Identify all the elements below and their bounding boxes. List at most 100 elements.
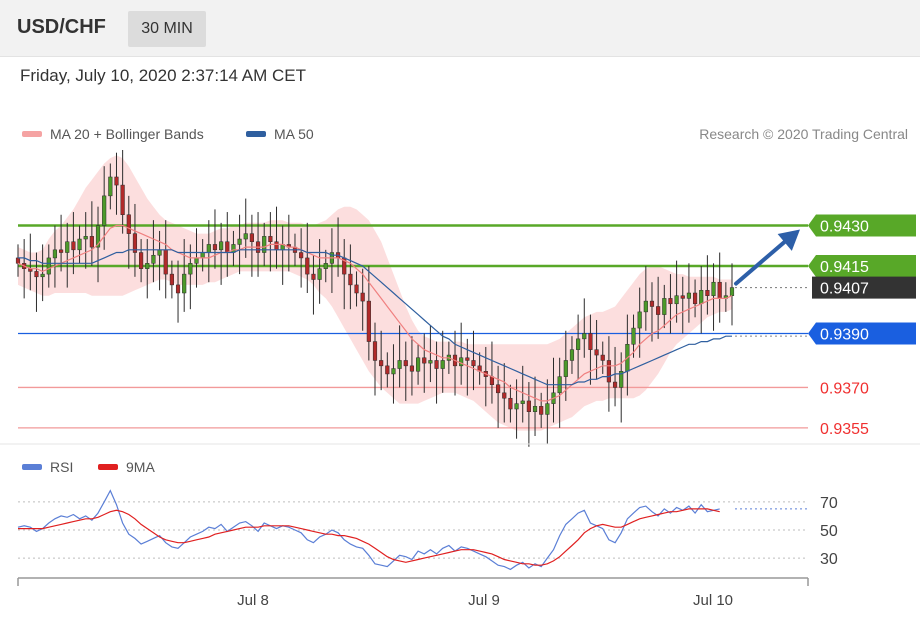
candle (120, 150, 125, 234)
support-label-0-9355: 0.9355 (820, 421, 869, 438)
candle (545, 379, 550, 445)
candle (619, 352, 624, 423)
candle-body (600, 354, 605, 361)
candle-body (582, 333, 587, 340)
candle-body (686, 292, 691, 299)
chart-datetime: Friday, July 10, 2020 2:37:14 AM CET (20, 66, 306, 85)
candle-body (594, 349, 599, 356)
candle-body (459, 357, 464, 367)
candle (22, 239, 27, 299)
candle-body (114, 176, 119, 186)
candle (305, 222, 310, 293)
candle-body (83, 236, 88, 240)
candle-body (668, 298, 673, 305)
candle-body (237, 238, 242, 245)
timeframe-button[interactable]: 30 MIN (128, 11, 206, 47)
candle (262, 222, 267, 267)
ma9-swatch (98, 464, 118, 470)
price-tag-text: 0.9407 (820, 281, 869, 298)
candle (139, 239, 144, 283)
candle (649, 282, 655, 342)
candle-body (514, 403, 519, 410)
candle (668, 274, 673, 334)
candle (108, 163, 113, 210)
candle (422, 333, 427, 393)
candle-body (588, 333, 593, 350)
candle (249, 214, 254, 277)
legend-9ma: 9MA (98, 459, 155, 475)
candle (600, 341, 605, 374)
candle (237, 214, 242, 275)
candle (299, 228, 304, 288)
candle-body (145, 263, 150, 269)
candle (89, 201, 94, 267)
candle-body (108, 176, 113, 197)
x-tick-label: Jul 10 (693, 592, 733, 609)
candle (514, 379, 519, 439)
candle-body (471, 360, 476, 367)
candle (502, 363, 507, 423)
candle-body (385, 365, 390, 375)
candle (219, 222, 224, 285)
candle-body (212, 244, 218, 251)
candle (606, 336, 611, 412)
candle-body (348, 273, 353, 286)
candle-body (59, 249, 64, 253)
candle-body (311, 273, 316, 280)
candle (563, 330, 568, 401)
candle-body (576, 338, 581, 350)
candle-body (249, 233, 254, 242)
candle (65, 222, 70, 288)
forecast-arrow-head (777, 229, 800, 251)
forecast-arrow-shaft (734, 233, 794, 286)
candle-body (323, 263, 328, 269)
candle-body (717, 281, 722, 299)
rsi-swatch (22, 464, 42, 470)
candle-body (612, 381, 618, 388)
candle-body (354, 284, 359, 294)
candle-body (391, 368, 396, 375)
rsi-tick-label: 50 (820, 523, 838, 540)
candle-body (169, 273, 174, 286)
candle-body (705, 290, 710, 296)
candle-body (643, 300, 648, 313)
x-tick-label: Jul 8 (237, 592, 269, 609)
legend-rsi: RSI (22, 459, 73, 475)
price-tag-0-9390: 0.9390 (808, 322, 916, 345)
candle (588, 314, 593, 385)
price-tag-bg (808, 255, 916, 278)
candle-body (52, 249, 58, 259)
candle (40, 244, 45, 302)
ma50-legend-label: MA 50 (274, 126, 314, 142)
candle (705, 255, 710, 315)
candle (114, 152, 119, 215)
candle (317, 239, 322, 304)
candle (212, 209, 218, 269)
candle-body (699, 290, 704, 305)
candle (612, 346, 618, 407)
candle (508, 384, 513, 423)
candle-body (175, 284, 181, 294)
candle-body (132, 233, 138, 253)
candle (403, 341, 408, 401)
candle (268, 212, 273, 272)
candle-body (539, 406, 544, 415)
rsi-ma-line (18, 508, 720, 566)
candle (354, 271, 359, 307)
candle-body (34, 271, 39, 278)
candle-body (126, 214, 131, 234)
candle (323, 249, 328, 283)
candle-body (692, 292, 698, 305)
ma20-swatch (22, 131, 42, 137)
candle (151, 220, 156, 283)
candle (397, 325, 402, 388)
candle (188, 244, 193, 310)
candle-body (680, 295, 685, 299)
candle-body (674, 295, 679, 305)
candle-body (243, 233, 248, 240)
symbol-title: USD/CHF (17, 16, 106, 38)
candle (520, 365, 525, 423)
candle (372, 322, 378, 396)
candle-body (520, 400, 525, 404)
